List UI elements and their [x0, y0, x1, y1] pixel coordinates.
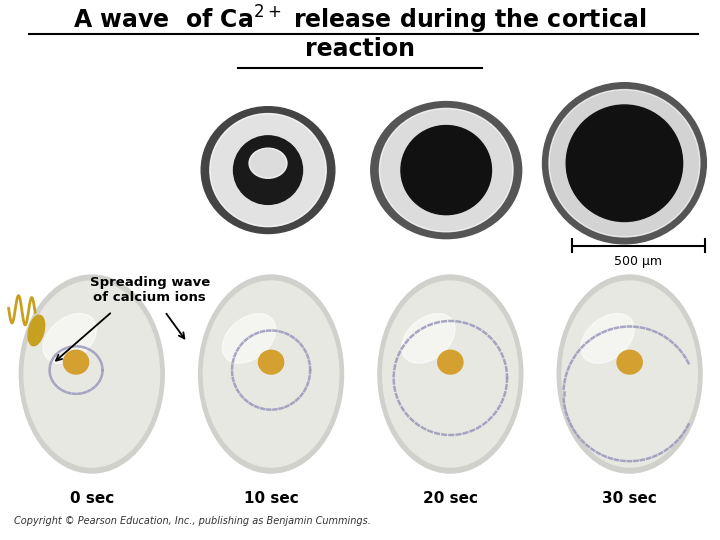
- Text: 10 sec: 10 sec: [243, 491, 299, 507]
- Ellipse shape: [382, 281, 518, 467]
- Ellipse shape: [557, 275, 702, 473]
- Ellipse shape: [203, 281, 339, 467]
- Text: A wave  of Ca$^{2+}$ release during the cortical: A wave of Ca$^{2+}$ release during the c…: [73, 3, 647, 36]
- Ellipse shape: [438, 350, 463, 374]
- Circle shape: [6, 117, 130, 216]
- Ellipse shape: [19, 275, 164, 473]
- Ellipse shape: [378, 275, 523, 473]
- Ellipse shape: [233, 136, 302, 204]
- Ellipse shape: [566, 105, 683, 221]
- Ellipse shape: [379, 109, 513, 232]
- Ellipse shape: [222, 314, 276, 363]
- Ellipse shape: [549, 90, 700, 237]
- Ellipse shape: [401, 125, 492, 214]
- Ellipse shape: [402, 314, 455, 363]
- Ellipse shape: [199, 275, 343, 473]
- Ellipse shape: [542, 83, 706, 244]
- Ellipse shape: [562, 281, 698, 467]
- Ellipse shape: [43, 314, 96, 363]
- Text: 0 sec: 0 sec: [70, 491, 114, 507]
- Ellipse shape: [63, 350, 89, 374]
- Ellipse shape: [210, 113, 326, 227]
- Text: Spreading wave
of calcium ions: Spreading wave of calcium ions: [89, 276, 210, 304]
- Circle shape: [40, 145, 96, 188]
- Text: 500 μm: 500 μm: [614, 255, 662, 268]
- Text: 30 sec: 30 sec: [602, 491, 657, 507]
- Ellipse shape: [201, 107, 335, 233]
- Text: reaction: reaction: [305, 37, 415, 60]
- Ellipse shape: [581, 314, 634, 363]
- Ellipse shape: [28, 315, 45, 346]
- Text: Copyright © Pearson Education, Inc., publishing as Benjamin Cummings.: Copyright © Pearson Education, Inc., pub…: [14, 516, 372, 526]
- Circle shape: [249, 148, 287, 178]
- Ellipse shape: [258, 350, 284, 374]
- Text: 20 sec: 20 sec: [423, 491, 478, 507]
- Ellipse shape: [371, 102, 522, 239]
- Ellipse shape: [24, 281, 160, 467]
- Ellipse shape: [617, 350, 642, 374]
- Circle shape: [24, 131, 113, 202]
